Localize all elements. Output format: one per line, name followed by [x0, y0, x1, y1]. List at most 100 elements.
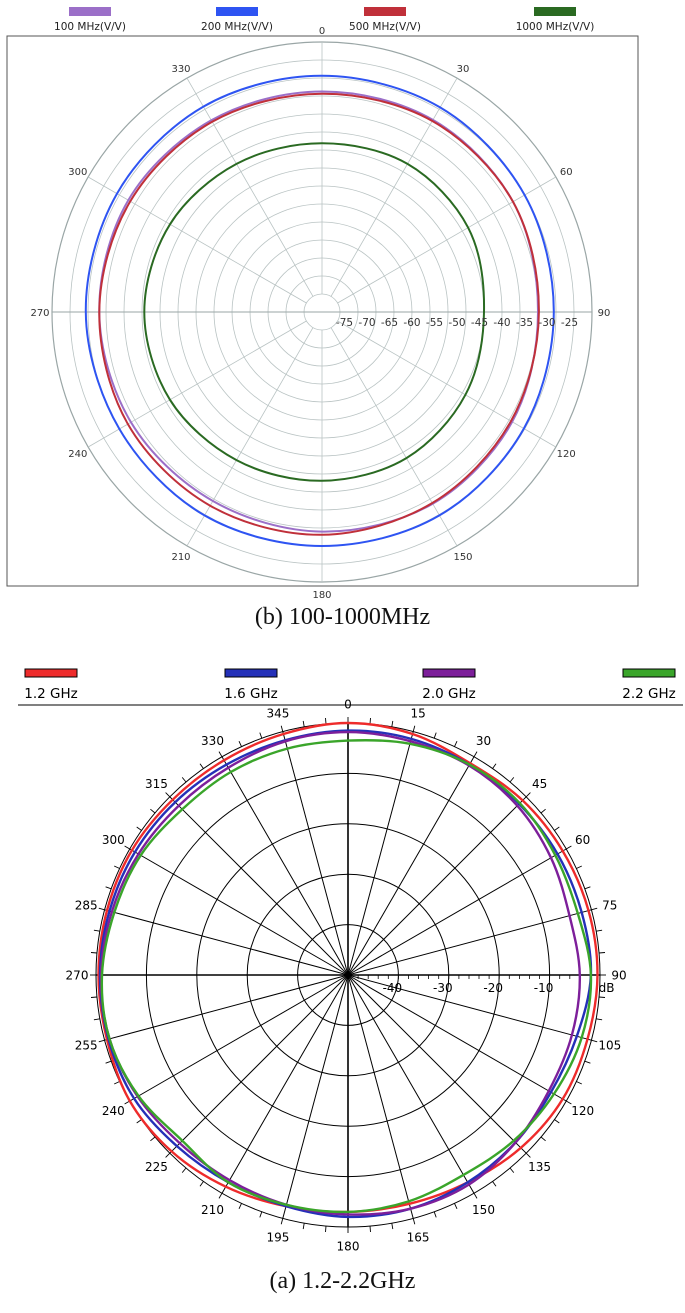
axis-labels: -40 -30 -20 -10 dB 0 15 30 45 60 75 90 105 120 135 150 1… [66, 698, 627, 1254]
grid-spoke [347, 974, 475, 1194]
angle-tick-mark [93, 1018, 100, 1021]
angle-tick-mark [136, 1119, 142, 1124]
angle-tick-mark [591, 907, 598, 911]
legend-swatch [24, 668, 78, 678]
angle-tick-label: 90 [611, 969, 626, 983]
legend-label: 1000 MHz(V/V) [516, 21, 595, 33]
angle-tick-label: 300 [68, 167, 87, 178]
angle-tick-mark [150, 808, 156, 814]
grid-spoke [282, 974, 349, 1219]
legend-swatch [216, 7, 258, 16]
series-line-3 [100, 739, 593, 1214]
radial-tick-label: -45 [471, 317, 488, 329]
grid-spoke [169, 974, 349, 1154]
angle-tick-mark [181, 777, 187, 783]
plot-frame [6, 35, 639, 587]
angle-tick-label: 225 [145, 1160, 168, 1174]
angle-tick-label: 315 [145, 777, 168, 791]
angle-tick-mark [218, 751, 223, 758]
polar-grid [90, 717, 606, 1233]
grid-spoke [347, 974, 567, 1102]
legend-label: 1.2 GHz [24, 686, 77, 702]
grid-spoke [186, 327, 314, 547]
angle-tick-mark [433, 732, 437, 739]
angle-tick-mark [114, 1081, 120, 1085]
caption-bottom: (a) 1.2-2.2GHz [269, 1268, 416, 1294]
legend-label: 1.6 GHz [224, 686, 277, 702]
angle-tick-label: 210 [201, 1203, 224, 1217]
angle-tick-label: 330 [201, 734, 224, 748]
angle-tick-mark [596, 929, 603, 932]
angle-tick-label: 0 [319, 26, 325, 37]
angle-tick-label: 240 [102, 1104, 125, 1118]
angle-tick-mark [136, 826, 142, 831]
grid-spoke [347, 848, 567, 976]
angle-tick-label: 120 [571, 1104, 594, 1118]
angle-tick-label: 30 [476, 734, 491, 748]
legend-label: 500 MHz(V/V) [349, 21, 421, 33]
angle-tick-label: 300 [102, 833, 125, 847]
angle-tick-mark [454, 1203, 458, 1209]
series-line-1 [98, 729, 593, 1219]
grid-spoke [347, 909, 592, 976]
angle-tick-label: 60 [560, 167, 573, 178]
grid-spoke [347, 731, 414, 976]
angle-tick-label: 150 [472, 1203, 495, 1217]
grid-spoke [129, 974, 349, 1102]
angle-tick-mark [93, 929, 100, 932]
angle-tick-mark [114, 865, 120, 869]
angle-tick-mark [473, 751, 478, 758]
grid-spoke [186, 77, 314, 297]
legend: 100 MHz(V/V) 200 MHz(V/V) 500 MHz(V/V) 1000… [54, 7, 594, 33]
grid-spoke [337, 176, 557, 304]
polar-chart-100-1000mhz: 100 MHz(V/V) 200 MHz(V/V) 500 MHz(V/V) 1000… [6, 7, 639, 600]
angle-tick-mark [238, 1203, 242, 1209]
angle-tick-label: 180 [337, 1240, 360, 1254]
angle-tick-mark [391, 720, 394, 727]
angle-tick-label: 270 [30, 308, 49, 319]
angle-tick-mark [554, 826, 560, 831]
angle-tick-mark [576, 865, 582, 869]
angle-tick-mark [90, 996, 98, 998]
angle-tick-label: 15 [410, 707, 425, 721]
angle-tick-mark [492, 1181, 497, 1187]
legend: 1.2 GHz 1.6 GHz 2.0 GHz 2.2 GHz [24, 668, 676, 702]
angle-tick-label: 285 [75, 898, 98, 912]
angle-tick-mark [165, 1152, 171, 1158]
angle-tick-mark [554, 1119, 560, 1124]
angle-tick-label: 30 [457, 64, 470, 75]
angle-tick-label: 345 [266, 707, 289, 721]
angle-tick-mark [473, 1192, 478, 1199]
angle-tick-mark [325, 717, 327, 725]
angle-tick-label: 240 [68, 449, 87, 460]
angle-tick-mark [584, 1060, 591, 1064]
angle-tick-label: 210 [171, 552, 190, 563]
radial-tick-label: -25 [561, 317, 578, 329]
angle-tick-mark [259, 732, 263, 739]
grid-spoke [337, 320, 557, 448]
angle-tick-mark [598, 996, 606, 998]
angle-tick-label: 330 [171, 64, 190, 75]
legend-swatch [224, 668, 278, 678]
radial-tick-label: -35 [516, 317, 533, 329]
caption-top: (b) 100-1000MHz [254, 604, 431, 630]
grid-spoke [169, 796, 349, 976]
angle-tick-mark [302, 720, 305, 727]
angle-tick-mark [433, 1211, 437, 1218]
grid-spoke [104, 974, 349, 1041]
radial-tick-label: -30 [433, 981, 453, 995]
radial-tick-label: -40 [493, 317, 510, 329]
grid-spoke [347, 974, 414, 1219]
angle-tick-label: 75 [602, 898, 617, 912]
angle-tick-mark [584, 886, 591, 890]
angle-tick-label: 195 [266, 1230, 289, 1244]
legend-label: 2.2 GHz [622, 686, 675, 702]
grid-spoke [129, 848, 349, 976]
legend-label: 2.0 GHz [422, 686, 475, 702]
angle-tick-label: 60 [575, 833, 590, 847]
angle-tick-label: 120 [557, 449, 576, 460]
angle-tick-mark [280, 725, 284, 732]
angle-tick-label: 135 [528, 1160, 551, 1174]
angle-tick-mark [98, 907, 105, 911]
angle-tick-label: 255 [75, 1039, 98, 1053]
